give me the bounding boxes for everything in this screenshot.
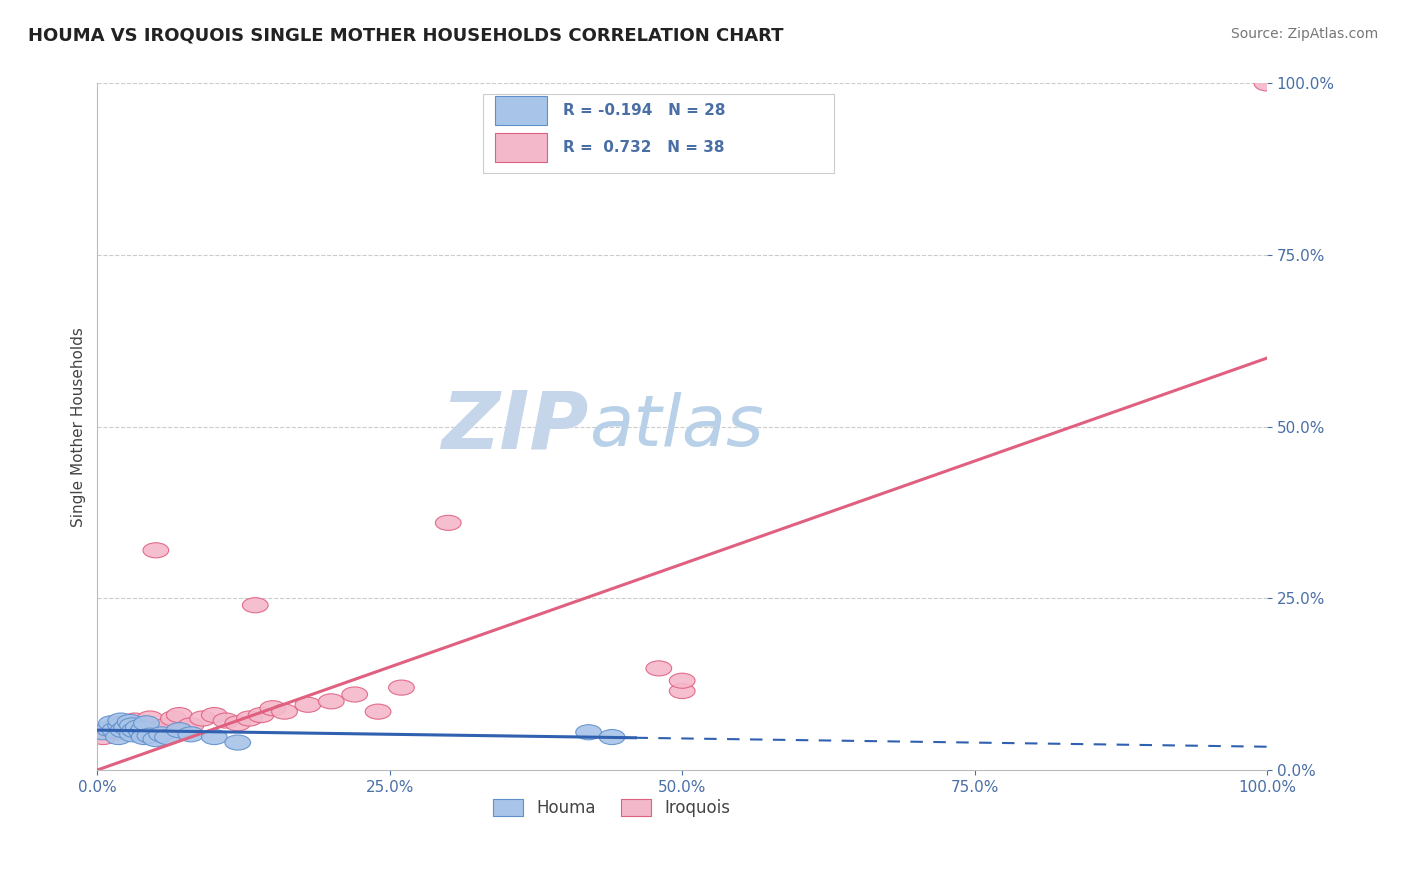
Ellipse shape (114, 720, 139, 735)
Ellipse shape (249, 707, 274, 723)
Ellipse shape (190, 711, 215, 726)
Y-axis label: Single Mother Households: Single Mother Households (72, 326, 86, 526)
Ellipse shape (120, 718, 145, 733)
Ellipse shape (166, 707, 193, 723)
Text: Source: ZipAtlas.com: Source: ZipAtlas.com (1230, 27, 1378, 41)
Ellipse shape (149, 727, 174, 742)
Ellipse shape (134, 715, 159, 731)
Ellipse shape (131, 730, 157, 745)
Text: HOUMA VS IROQUOIS SINGLE MOTHER HOUSEHOLDS CORRELATION CHART: HOUMA VS IROQUOIS SINGLE MOTHER HOUSEHOL… (28, 27, 783, 45)
Ellipse shape (155, 718, 180, 733)
Ellipse shape (120, 723, 145, 738)
Ellipse shape (129, 722, 155, 737)
Ellipse shape (125, 718, 152, 733)
Ellipse shape (155, 730, 180, 745)
Ellipse shape (669, 673, 695, 689)
Ellipse shape (225, 735, 250, 750)
Ellipse shape (179, 727, 204, 742)
Ellipse shape (1254, 76, 1279, 91)
Ellipse shape (236, 711, 263, 726)
Ellipse shape (103, 723, 128, 738)
Ellipse shape (318, 694, 344, 709)
Ellipse shape (242, 598, 269, 613)
Ellipse shape (114, 722, 139, 737)
Ellipse shape (201, 730, 228, 745)
Ellipse shape (90, 730, 117, 745)
Ellipse shape (271, 704, 297, 719)
Ellipse shape (160, 711, 186, 726)
Ellipse shape (388, 680, 415, 695)
FancyBboxPatch shape (495, 134, 547, 162)
Ellipse shape (179, 718, 204, 733)
Text: ZIP: ZIP (441, 388, 589, 466)
Ellipse shape (108, 718, 134, 733)
FancyBboxPatch shape (484, 94, 834, 173)
Ellipse shape (149, 724, 174, 739)
Ellipse shape (131, 722, 157, 737)
Ellipse shape (166, 723, 193, 738)
Text: R =  0.732   N = 38: R = 0.732 N = 38 (562, 140, 724, 155)
Ellipse shape (138, 728, 163, 743)
FancyBboxPatch shape (495, 96, 547, 125)
Text: atlas: atlas (589, 392, 763, 461)
Text: R = -0.194   N = 28: R = -0.194 N = 28 (562, 103, 725, 119)
Legend: Houma, Iroquois: Houma, Iroquois (486, 792, 737, 823)
Ellipse shape (122, 713, 148, 728)
Ellipse shape (125, 720, 152, 735)
Ellipse shape (138, 711, 163, 726)
Ellipse shape (110, 723, 136, 738)
Ellipse shape (260, 700, 285, 715)
Ellipse shape (172, 722, 198, 737)
Ellipse shape (108, 713, 134, 728)
Ellipse shape (108, 715, 134, 731)
Ellipse shape (669, 683, 695, 698)
Ellipse shape (143, 722, 169, 737)
Ellipse shape (575, 724, 602, 739)
Ellipse shape (645, 661, 672, 676)
Ellipse shape (436, 516, 461, 531)
Ellipse shape (103, 720, 128, 735)
Ellipse shape (143, 731, 169, 747)
Ellipse shape (129, 724, 155, 739)
Ellipse shape (225, 715, 250, 731)
Ellipse shape (143, 542, 169, 558)
Ellipse shape (96, 723, 122, 738)
Ellipse shape (105, 724, 131, 739)
Ellipse shape (201, 707, 228, 723)
Ellipse shape (214, 713, 239, 728)
Ellipse shape (105, 730, 131, 745)
Ellipse shape (117, 714, 143, 730)
Ellipse shape (599, 730, 624, 745)
Ellipse shape (295, 698, 321, 713)
Ellipse shape (342, 687, 367, 702)
Ellipse shape (117, 724, 143, 739)
Ellipse shape (122, 723, 148, 738)
Ellipse shape (131, 715, 157, 731)
Ellipse shape (90, 724, 117, 739)
Ellipse shape (366, 704, 391, 719)
Ellipse shape (120, 727, 145, 742)
Ellipse shape (96, 722, 122, 737)
Ellipse shape (98, 715, 124, 731)
